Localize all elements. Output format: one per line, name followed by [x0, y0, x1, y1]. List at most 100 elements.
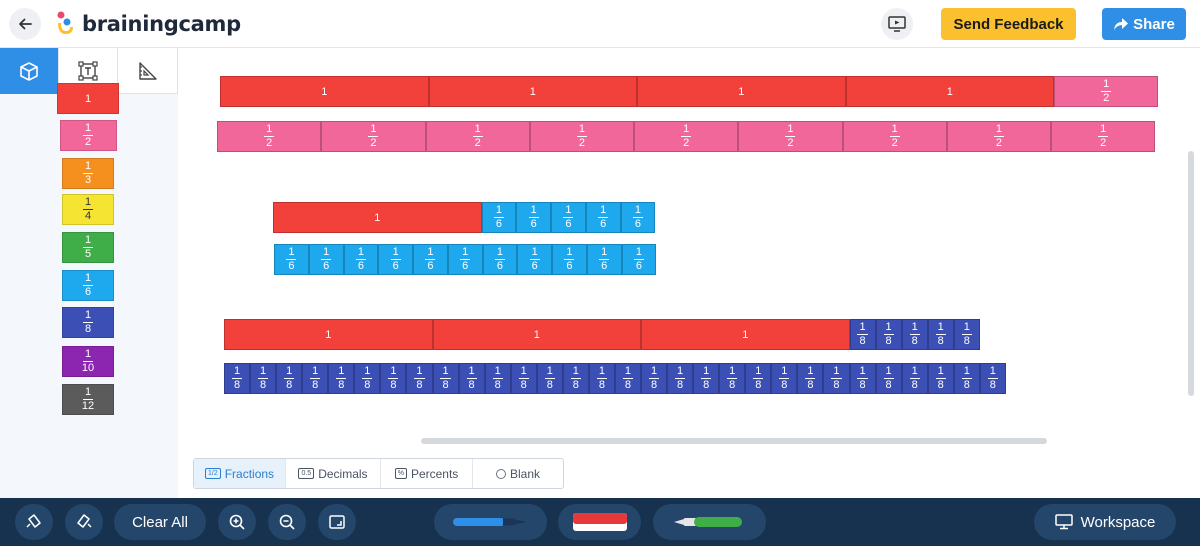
- fraction-bar-whole[interactable]: 1: [224, 319, 433, 350]
- tab-decimals[interactable]: 0.5 Decimals: [286, 459, 381, 488]
- share-button[interactable]: Share: [1102, 8, 1186, 40]
- fraction-bar-whole[interactable]: 1: [845, 76, 1054, 107]
- tab-text-box[interactable]: [59, 48, 118, 94]
- clear-all-button[interactable]: Clear All: [114, 504, 206, 540]
- undo-button[interactable]: [15, 504, 53, 540]
- palette-piece-whole[interactable]: 1: [57, 83, 119, 114]
- tab-blank[interactable]: Blank: [473, 459, 563, 488]
- fit-screen-button[interactable]: [318, 504, 356, 540]
- tab-fractions[interactable]: 1/2 Fractions: [194, 459, 286, 488]
- tab-percents[interactable]: % Percents: [381, 459, 473, 488]
- palette-piece-12[interactable]: 1 12: [62, 384, 114, 415]
- fraction-bar-whole[interactable]: 1: [428, 76, 637, 107]
- fraction-bar-whole[interactable]: 1: [220, 76, 429, 107]
- fraction-bar-whole[interactable]: 1: [637, 76, 846, 107]
- workspace-button[interactable]: Workspace: [1034, 504, 1176, 540]
- fraction-bar-whole[interactable]: 1: [273, 202, 482, 233]
- green-marker-button[interactable]: [653, 504, 766, 540]
- fraction-bar-whole[interactable]: 1: [641, 319, 850, 350]
- tab-fraction-bars[interactable]: [0, 48, 59, 94]
- zoom-out-button[interactable]: [268, 504, 306, 540]
- palette-piece-10[interactable]: 1 10: [62, 346, 114, 377]
- fraction-bar-whole[interactable]: 1: [432, 319, 641, 350]
- tab-ruler[interactable]: [118, 48, 177, 94]
- zoom-in-button[interactable]: [218, 504, 256, 540]
- eraser-button[interactable]: [558, 504, 641, 540]
- present-button[interactable]: [881, 8, 913, 40]
- redo-button[interactable]: [65, 504, 103, 540]
- back-button[interactable]: [9, 8, 41, 40]
- send-feedback-button[interactable]: Send Feedback: [941, 8, 1076, 40]
- horizontal-scrollbar[interactable]: [421, 438, 1047, 444]
- vertical-scrollbar[interactable]: [1188, 151, 1194, 396]
- blue-marker-button[interactable]: [434, 504, 547, 540]
